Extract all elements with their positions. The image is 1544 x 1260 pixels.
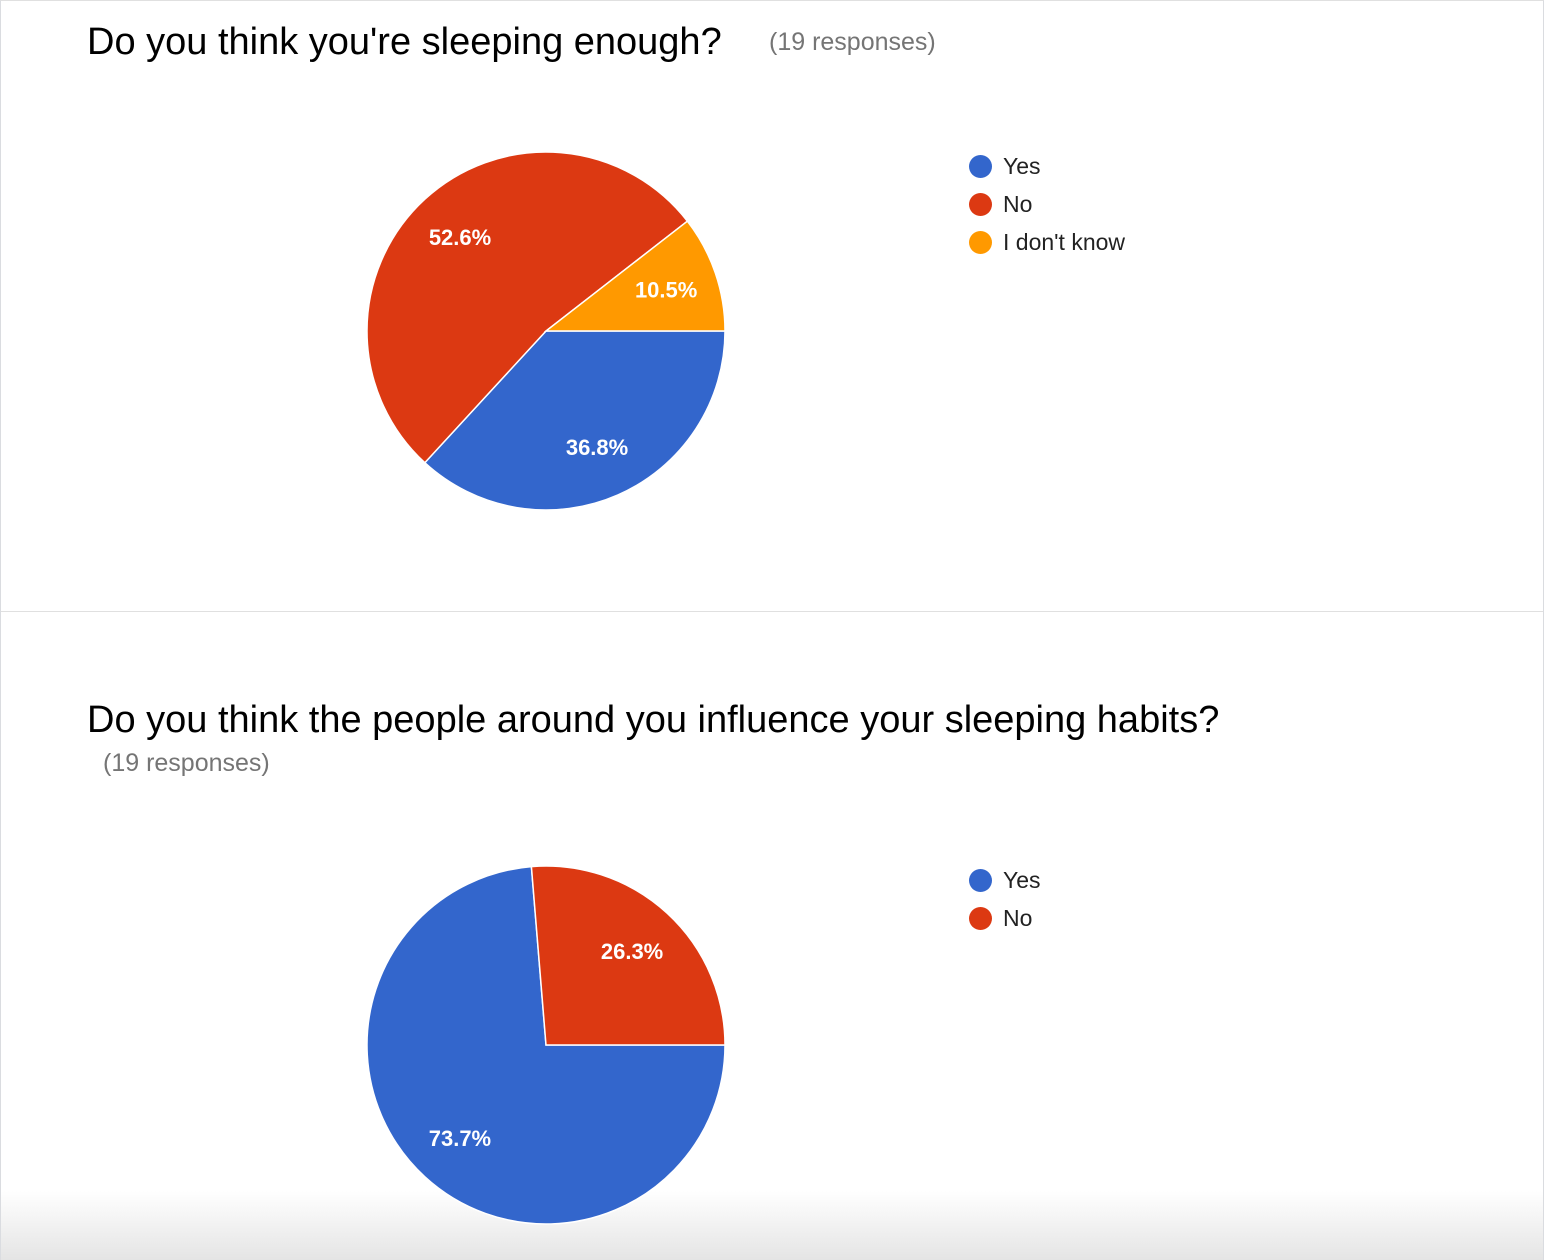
response-count: (19 responses) — [103, 749, 270, 777]
legend-item-yes: Yes — [969, 147, 1125, 185]
question-card-sleeping-enough: Do you think you're sleeping enough? (19… — [1, 1, 1543, 612]
pie-slice-yes — [423, 330, 726, 511]
bottom-shade — [1, 1191, 1543, 1260]
slice-label-no: 26.3% — [601, 939, 663, 964]
pie-chart-people-influence: 73.7% 26.3% — [366, 865, 726, 1225]
question-card-people-influence — [1, 612, 1543, 1260]
question-title: Do you think the people around you influ… — [87, 699, 1220, 741]
legend-label: I don't know — [1003, 228, 1126, 255]
legend-item-no: No — [969, 899, 1041, 937]
legend-item-no: No — [969, 185, 1125, 223]
legend-swatch — [969, 868, 992, 892]
legend-label: No — [1003, 190, 1033, 217]
legend-item-yes: Yes — [969, 861, 1041, 899]
legend-swatch — [969, 230, 992, 254]
chart-legend: Yes No I don't know — [969, 147, 1125, 261]
question-title: Do you think you're sleeping enough? — [87, 21, 722, 63]
legend-item-i-don-t-know: I don't know — [969, 223, 1125, 261]
legend-swatch — [969, 906, 992, 930]
pie-slice-i-don-t-know — [543, 220, 726, 332]
pie-slice-no — [530, 865, 726, 1046]
legend-label: Yes — [1003, 152, 1041, 179]
pie-slice-no — [366, 151, 689, 464]
slice-label-yes: 73.7% — [429, 1126, 491, 1151]
legend-swatch — [969, 192, 992, 216]
slice-label-no: 52.6% — [429, 225, 491, 250]
response-count: (19 responses) — [769, 28, 936, 56]
legend-swatch — [969, 154, 992, 178]
pie-chart-sleeping-enough: 36.8% 52.6% 10.5% — [366, 151, 726, 511]
legend-label: No — [1003, 904, 1033, 931]
legend-label: Yes — [1003, 866, 1041, 893]
slice-label-i-don-t-know: 10.5% — [635, 277, 697, 302]
chart-legend: Yes No — [969, 861, 1041, 937]
slice-label-yes: 36.8% — [566, 435, 628, 460]
